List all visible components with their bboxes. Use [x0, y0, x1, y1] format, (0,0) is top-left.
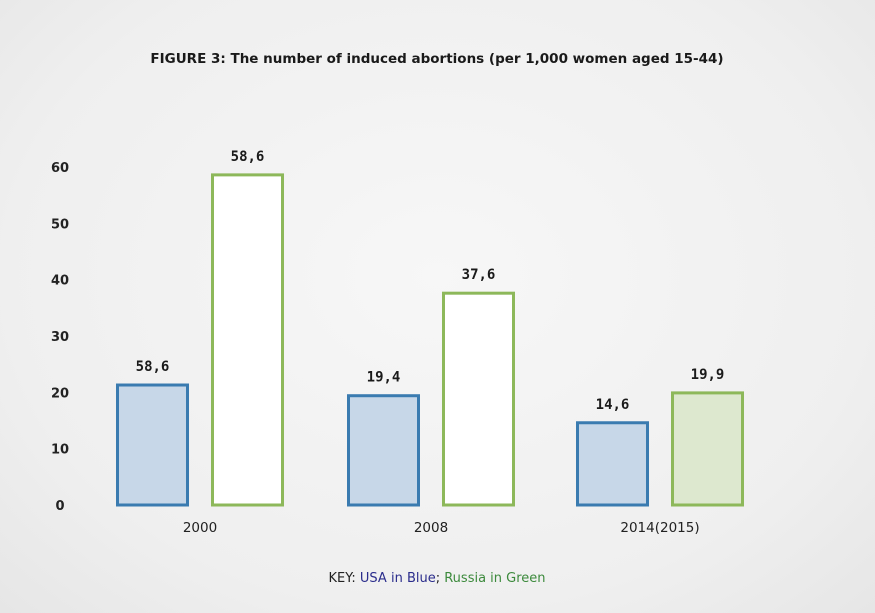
data-label-russia: 58,6 [231, 149, 265, 165]
y-tick-label: 50 [51, 217, 69, 232]
key-separator: ; [436, 571, 445, 586]
y-tick-label: 40 [51, 274, 69, 289]
chart-key: KEY: USA in Blue; Russia in Green [328, 571, 545, 586]
data-label-usa: 14,6 [596, 397, 630, 413]
key-russia: Russia in Green [444, 571, 545, 586]
data-label-russia: 19,9 [691, 367, 725, 383]
x-tick-label: 2000 [183, 520, 217, 536]
key-usa: USA in Blue [360, 571, 436, 586]
bar-russia-2008 [442, 291, 515, 507]
chart-title: FIGURE 3: The number of induced abortion… [150, 51, 723, 67]
data-label-russia: 37,6 [462, 267, 496, 283]
y-axis: 0 10 20 30 40 50 60 [51, 161, 69, 514]
bar-russia-20142015 [671, 391, 744, 507]
y-tick-label: 30 [51, 330, 69, 345]
y-tick-label: 10 [51, 443, 69, 458]
x-tick-label: 2014(2015) [620, 520, 699, 536]
y-tick-label: 60 [51, 161, 69, 176]
bar-russia-2000 [211, 173, 284, 507]
key-prefix: KEY: [328, 571, 359, 586]
x-axis: 2000 2008 2014(2015) [183, 520, 700, 536]
bars-group: 58,6 58,6 19,4 37,6 14,6 19,9 [116, 149, 744, 507]
data-label-usa: 19,4 [367, 370, 401, 386]
y-tick-label: 0 [55, 499, 64, 514]
x-tick-label: 2008 [414, 520, 448, 536]
bar-usa-2008 [347, 394, 420, 507]
data-label-usa: 58,6 [136, 359, 170, 375]
bar-usa-2000 [116, 383, 189, 507]
bar-usa-20142015 [576, 421, 649, 507]
y-tick-label: 20 [51, 386, 69, 401]
